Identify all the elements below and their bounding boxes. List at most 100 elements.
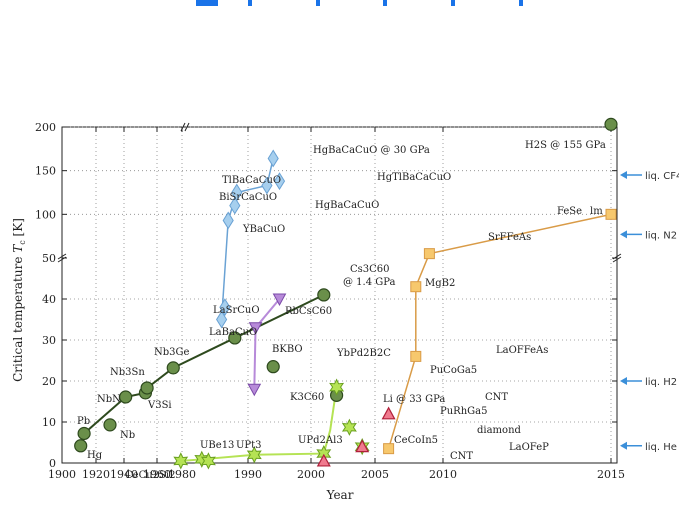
y-break-mark-left-2 (57, 253, 67, 260)
cuprate-point-7 (273, 172, 286, 191)
label-li33: Li @ 33 GPa (383, 394, 445, 405)
conventional-point-6 (166, 361, 180, 375)
conventional-point-7 (228, 331, 242, 345)
x-tick-label-2000: 2000 (297, 468, 325, 481)
axis-ticks: 0 10 20 30 40 50 100 150 200 1900 1920 1940 19601980… (35, 121, 625, 481)
label-bkbo: BKBO (272, 344, 303, 355)
label-hgbacacuo: HgBaCaCuO (315, 200, 379, 211)
label-laoffeas: LaOFFeAs (496, 345, 548, 356)
label-ube13: UBe13 (200, 440, 234, 451)
reference-arrows: liq. He liq. H2 liq. N2 liq. CF4 (620, 171, 679, 453)
conventional-point-11 (604, 117, 618, 131)
x-tick-label-1990: 1990 (234, 468, 262, 481)
fulleride-point-0 (247, 383, 262, 397)
y-break-mark-right (612, 256, 622, 263)
label-cecoin5: CeCoIn5 (394, 435, 438, 446)
y-tick-label-150: 150 (35, 165, 56, 178)
y-tick-label-200: 200 (35, 121, 56, 134)
heavy_fermion-point-2 (200, 452, 216, 470)
label-mgb2: MgB2 (425, 278, 455, 289)
conventional-point-9 (317, 288, 331, 302)
cuprate-point-0 (216, 310, 228, 329)
label-upd2al3: UPd2Al3 (298, 435, 343, 446)
cuprate-point-4 (231, 183, 243, 202)
conventional-point-1 (77, 426, 91, 441)
conventional-point-2 (103, 418, 117, 432)
label-h2s: H2S @ 155 GPa (525, 140, 606, 151)
cuprate-point-5 (261, 176, 273, 195)
label-hg: Hg (87, 450, 103, 461)
conventional-point-0 (74, 439, 88, 453)
label-rbcsc60: RbCsC60 (285, 306, 332, 317)
label-nb3sn: Nb3Sn (110, 367, 145, 378)
heavy_fermion-point-5 (329, 378, 345, 396)
label-cnt-2: CNT (485, 392, 508, 403)
plot-border (61, 126, 618, 464)
label-hgtlbacacuo: HgTlBaCaCuO (377, 172, 451, 183)
iron-point-3 (423, 248, 435, 260)
fulleride-vertical-line (253, 327, 257, 390)
label-cs3c60: Cs3C60 (350, 264, 390, 275)
label-nb: Nb (120, 430, 135, 441)
cuprate-point-3 (229, 196, 241, 215)
y-axis-title: Critical temperature Tc [K] (11, 218, 27, 382)
label-at-1-4-gpa: @ 1.4 GPa (343, 277, 396, 288)
conventional-point-5 (140, 381, 154, 395)
label-srffeas: SrFFeAs (488, 232, 531, 243)
heavy_fermion-point-6 (341, 418, 357, 436)
x-tick-label-2005: 2005 (361, 468, 389, 481)
label-fese: FeSe (557, 206, 582, 217)
label-diamond: diamond (477, 425, 522, 436)
y-tick-label-30: 30 (42, 334, 56, 347)
cuprate-point-6 (267, 149, 279, 168)
top-decoration (196, 0, 523, 6)
data-marks (74, 117, 618, 470)
heavy_fermion-point-0 (173, 452, 189, 470)
ref-label-2: liq. N2 (645, 230, 677, 241)
iron-point-2 (410, 281, 422, 293)
label-lm: lm (590, 206, 603, 217)
cuprate-point-1 (219, 298, 231, 317)
carbon-point-1 (355, 439, 370, 453)
x-axis-title: Year (326, 488, 354, 502)
y-tick-label-0: 0 (49, 457, 56, 470)
ref-arrow-head-3 (620, 171, 627, 180)
y-tick-label-100: 100 (35, 208, 56, 221)
iron-point-0 (383, 443, 395, 455)
fulleride-point-2 (272, 293, 287, 307)
ref-arrow-head-0 (620, 441, 627, 450)
iron-point-1 (410, 350, 422, 362)
ref-label-0: liq. He (645, 442, 677, 453)
label-pucoga5: PuCoGa5 (430, 365, 477, 376)
label-lasrcuo: LaSrCuO (213, 305, 260, 316)
carbon-point-2 (381, 406, 396, 420)
label-v3si: V3Si (147, 400, 172, 411)
x-tick-label-1900: 1900 (48, 468, 76, 481)
label-tlbacacuo: TlBaCaCuO (222, 175, 281, 186)
label-bisrcacuo: BiSrCaCuO (219, 192, 277, 203)
iron-trend-line (387, 213, 612, 449)
label-labacuo: LaBaCuO (209, 327, 257, 338)
label-hgbacacuo-30gpa: HgBaCaCuO @ 30 GPa (313, 145, 430, 156)
carbon-point-0 (316, 453, 331, 467)
label-cecu2si2: CeCu2Si2 (125, 470, 175, 481)
plot-frame (57, 122, 622, 464)
label-upt3: UPt3 (236, 440, 262, 451)
cuprate-point-2 (222, 211, 234, 230)
y-tick-label-40: 40 (42, 293, 56, 306)
fulleride-point-1 (248, 322, 263, 335)
conventional-point-8 (266, 360, 280, 374)
x-tick-label-1980: 1980 (168, 468, 196, 481)
label-nbn: NbN (97, 394, 121, 405)
ref-arrow-head-2 (620, 230, 627, 239)
x-tick-label-2010: 2010 (429, 468, 457, 481)
label-pb: Pb (77, 416, 90, 427)
label-k3c60: K3C60 (290, 392, 324, 403)
x-tick-label-1940: 1940 (110, 468, 138, 481)
data-labels: Hg Pb Nb NbN V3Si Nb3Sn Nb3Ge BKBO YbPd2B2C MgB2 L… (77, 140, 606, 481)
ref-label-3: liq. CF4 (645, 171, 679, 182)
heavy_fermion-point-3 (246, 446, 262, 464)
iron-point-4 (605, 208, 617, 220)
label-laofep: LaOFeP (509, 442, 549, 453)
